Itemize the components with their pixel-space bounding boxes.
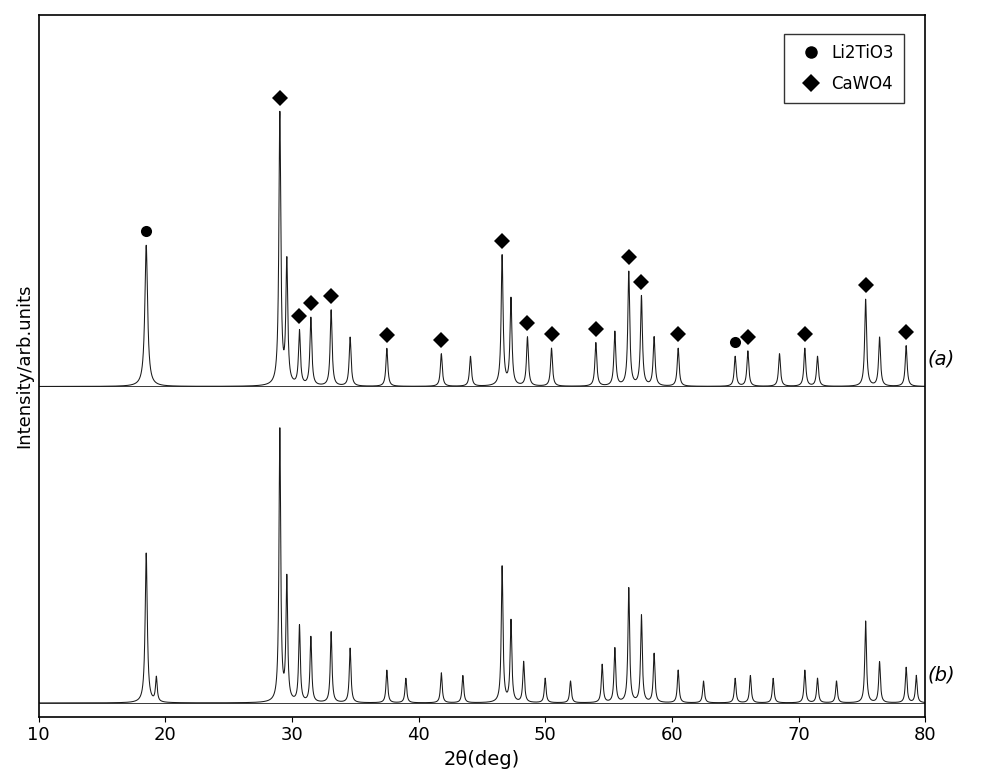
X-axis label: 2θ(deg): 2θ(deg) xyxy=(444,750,520,769)
Y-axis label: Intensity/arb.units: Intensity/arb.units xyxy=(15,284,33,448)
Legend: Li2TiO3, CaWO4: Li2TiO3, CaWO4 xyxy=(784,34,904,103)
Text: (b): (b) xyxy=(928,666,955,685)
Text: (a): (a) xyxy=(928,350,955,368)
